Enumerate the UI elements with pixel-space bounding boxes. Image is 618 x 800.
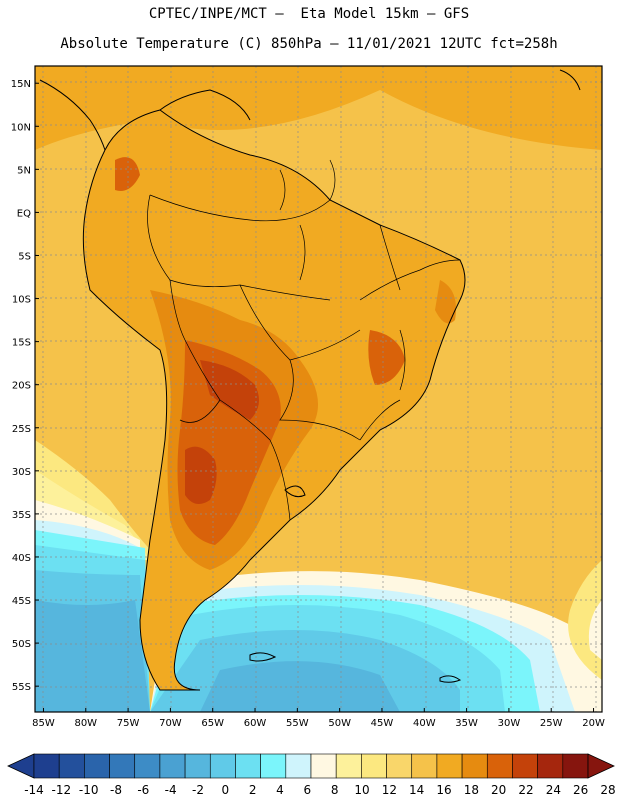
colorbar-label: -8 (110, 783, 122, 797)
colorbar-label: 4 (276, 783, 284, 797)
colorbar-swatch (33, 753, 60, 779)
colorbar-swatch (58, 753, 85, 779)
lon-label: 45W (371, 718, 394, 729)
lat-label: 10S (12, 295, 31, 306)
country-borders (147, 159, 461, 521)
temperature-field (35, 66, 602, 712)
lon-label: 65W (201, 718, 224, 729)
colorbar-label: -10 (79, 783, 99, 797)
lat-label: 30S (12, 467, 31, 478)
longitude-labels: 85W 80W 75W 70W 65W 60W 55W 50W 45W 40W 35W 30W 25W 2… (32, 708, 605, 729)
lat-label: 15S (12, 338, 31, 349)
colorbar-label: -2 (192, 783, 204, 797)
colorbar-label: 22 (518, 783, 533, 797)
lon-label: 30W (498, 718, 521, 729)
lat-label: 35S (12, 510, 31, 521)
colorbar-swatch (461, 753, 488, 779)
colorbar-swatch (159, 753, 186, 779)
colorbar-label: -6 (137, 783, 149, 797)
colorbar-label: 14 (409, 783, 424, 797)
lat-label: 20S (12, 381, 31, 392)
colorbar: -14 -12 -10 -8 -6 -4 -2 0 2 4 6 8 10 12 14 16 18 20 22 24 26… (7, 753, 616, 797)
lon-label: 35W (455, 718, 478, 729)
lon-label: 20W (582, 718, 605, 729)
colorbar-swatch (562, 753, 589, 779)
lat-label: 55S (12, 682, 31, 693)
lat-label: 5N (17, 165, 31, 176)
lon-label: 55W (286, 718, 309, 729)
lat-label: EQ (17, 208, 31, 219)
colorbar-label: 8 (331, 783, 339, 797)
lon-label: 85W (32, 718, 55, 729)
lon-label: 25W (540, 718, 563, 729)
title-line-2: Absolute Temperature (C) 850hPa – 11/01/… (60, 36, 558, 52)
lon-label: 75W (117, 718, 140, 729)
colorbar-swatch (335, 753, 362, 779)
coastlines (39, 69, 581, 691)
colorbar-swatch (260, 753, 287, 779)
lat-label: 40S (12, 553, 31, 564)
colorbar-swatch (537, 753, 564, 779)
colorbar-label: 0 (222, 783, 230, 797)
title-line-1: CPTEC/INPE/MCT – Eta Model 15km – GFS (148, 6, 470, 22)
lat-label: 15N (11, 79, 31, 90)
colorbar-swatch (84, 753, 110, 779)
lat-label: 50S (12, 639, 31, 650)
colorbar-swatch (285, 753, 312, 779)
colorbar-right-arrow (587, 753, 615, 779)
colorbar-swatch (184, 753, 211, 779)
lat-label: 10N (11, 122, 31, 133)
colorbar-left-arrow (7, 753, 35, 779)
colorbar-swatch (436, 753, 463, 779)
colorbar-label: 20 (491, 783, 506, 797)
colorbar-swatch (386, 753, 413, 779)
colorbar-swatch (235, 753, 261, 779)
colorbar-label: 18 (464, 783, 479, 797)
colorbar-swatch (512, 753, 538, 779)
lon-label: 80W (74, 718, 97, 729)
colorbar-swatch (411, 753, 438, 779)
colorbar-label: 28 (600, 783, 615, 797)
colorbar-label: -12 (52, 783, 72, 797)
colorbar-label: 10 (354, 783, 369, 797)
colorbar-label: 2 (249, 783, 257, 797)
lon-label: 70W (159, 718, 182, 729)
lat-label: 25S (12, 424, 31, 435)
lat-label: 45S (12, 596, 31, 607)
colorbar-label: 12 (382, 783, 397, 797)
colorbar-label: 16 (436, 783, 451, 797)
lon-label: 60W (244, 718, 267, 729)
colorbar-swatch (109, 753, 136, 779)
colorbar-swatch (134, 753, 161, 779)
latitude-labels: 15N 10N 5N EQ 5S 10S 15S 20S 25S 30S 35S 40S 45S 50S 5… (11, 79, 39, 693)
lon-label: 40W (413, 718, 436, 729)
lat-label: 5S (18, 251, 31, 262)
colorbar-label: 26 (573, 783, 588, 797)
colorbar-label: 24 (546, 783, 561, 797)
colorbar-swatch (310, 753, 337, 779)
lon-label: 50W (328, 718, 351, 729)
colorbar-swatch (486, 753, 513, 779)
colorbar-label: 6 (304, 783, 312, 797)
colorbar-label: -4 (165, 783, 177, 797)
colorbar-label: -14 (24, 783, 44, 797)
colorbar-swatch (361, 753, 387, 779)
map-frame (34, 65, 603, 713)
colorbar-swatch (209, 753, 236, 779)
